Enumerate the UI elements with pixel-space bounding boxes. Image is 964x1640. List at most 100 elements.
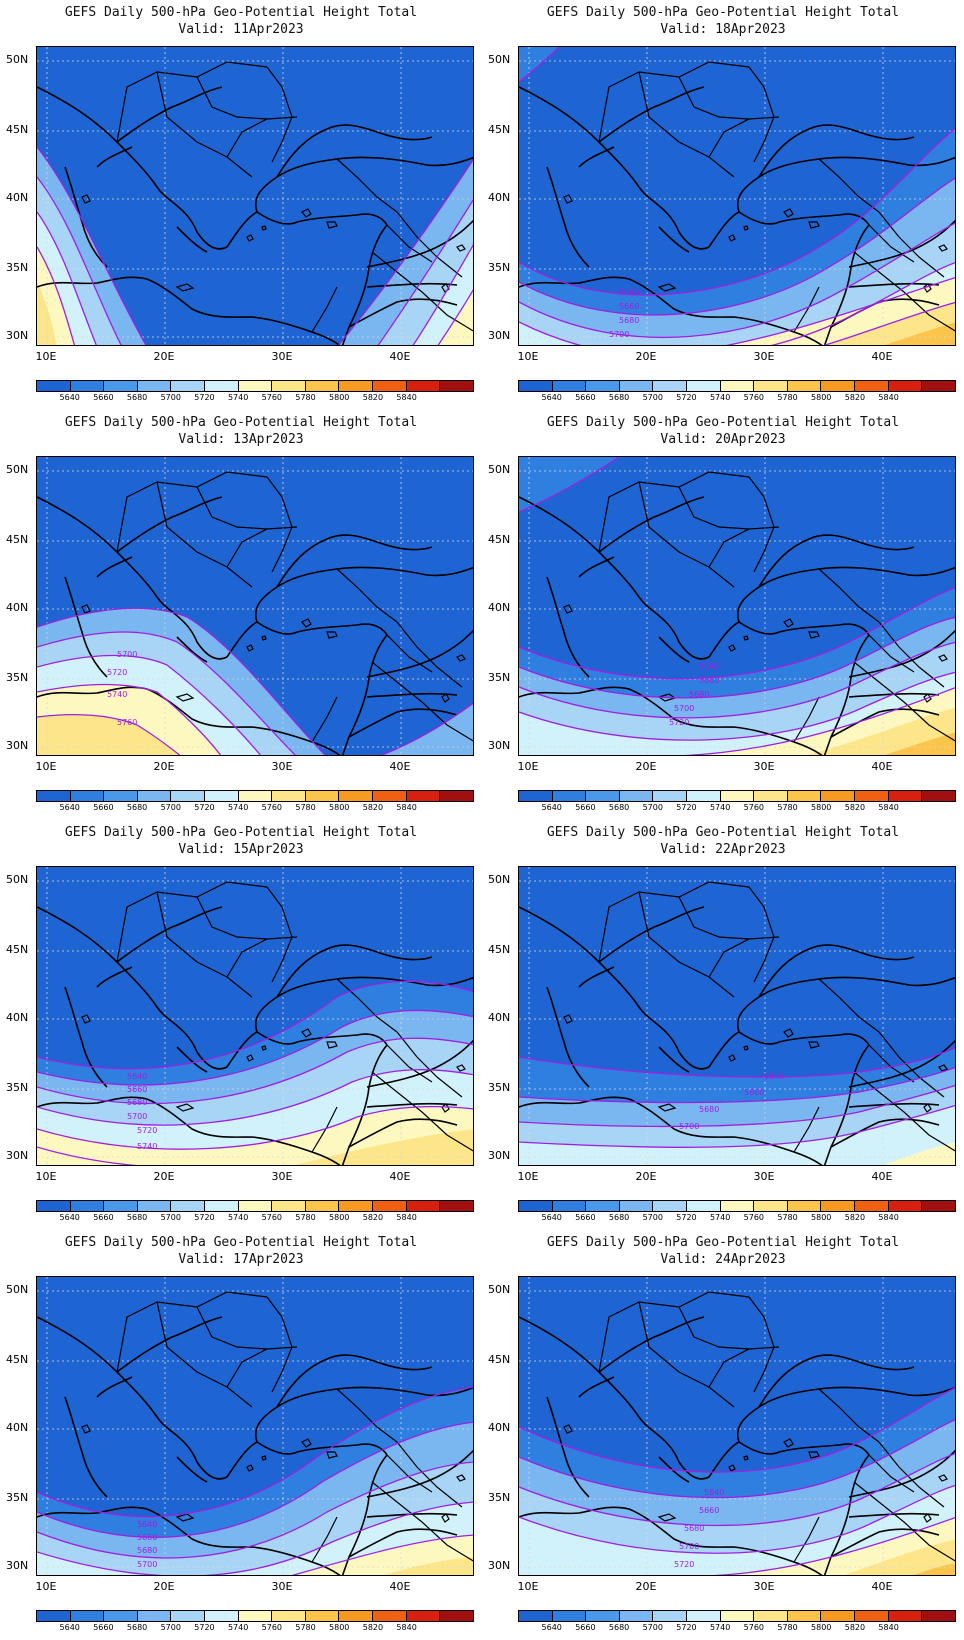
height-contour-line [37, 1105, 473, 1150]
country-border [678, 1306, 750, 1350]
forecast-panel: GEFS Daily 500-hPa Geo-Potential Height … [0, 410, 482, 820]
country-border [708, 526, 780, 568]
longitude-tick-label: 30E [753, 760, 775, 773]
colorbar-swatch [687, 381, 721, 391]
country-border [226, 1346, 298, 1388]
colorbar-label: 5740 [709, 1623, 731, 1632]
colorbar [518, 380, 956, 392]
coastline [848, 1039, 955, 1088]
island-outline [81, 604, 91, 614]
island-outline [301, 1438, 312, 1448]
colorbar-label: 5740 [709, 803, 731, 812]
country-border [598, 61, 750, 143]
coastline [708, 1031, 870, 1068]
colorbar-swatch [70, 791, 105, 801]
height-contour-line [377, 198, 473, 345]
island-outline [456, 244, 466, 252]
colorbar-label: 5780 [295, 803, 316, 812]
island-outline [175, 1513, 195, 1522]
colorbar-label: 5800 [811, 803, 832, 812]
height-contour-line [380, 702, 473, 755]
country-border [371, 251, 473, 332]
country-border [708, 1346, 780, 1388]
latitude-tick-label: 40N [488, 1011, 511, 1024]
colorbar-swatch [205, 791, 239, 801]
colorbar-swatch [653, 1611, 688, 1621]
colorbar-label: 5680 [126, 1623, 148, 1632]
colorbar-swatch [272, 381, 306, 391]
country-border [396, 1031, 463, 1098]
colorbar [518, 790, 956, 802]
colorbar-label: 5720 [194, 393, 215, 402]
contour-value-label: 5680 [684, 1524, 704, 1533]
height-contour-line [519, 127, 955, 296]
longitude-tick-label: 40E [871, 1580, 893, 1593]
height-contour-line [37, 1146, 138, 1165]
coastline [546, 1396, 590, 1498]
colorbar-label: 5840 [878, 1213, 899, 1222]
colorbar-swatch [855, 1611, 889, 1621]
island-outline [456, 654, 466, 662]
coastline [64, 166, 108, 268]
panel-valid-date: Valid: 18Apr2023 [660, 22, 786, 37]
coastline [658, 226, 690, 253]
colorbar-label: 5740 [227, 803, 249, 812]
latitude-tick-label: 40N [488, 1421, 511, 1434]
colorbar-swatch [406, 381, 441, 391]
contour-value-label: 5740 [137, 1142, 157, 1151]
contour-value-label: 5700 [117, 650, 137, 659]
colorbar-swatch [339, 1201, 374, 1211]
colorbar-swatch [855, 381, 889, 391]
colorbar-swatch [305, 381, 340, 391]
panel-valid-date: Valid: 15Apr2023 [178, 842, 304, 857]
island-outline [563, 1014, 573, 1024]
colorbar-label: 5780 [777, 803, 798, 812]
colorbar-label: 5680 [126, 803, 148, 812]
island-outline [743, 225, 749, 231]
island-outline [301, 618, 312, 628]
colorbar-swatch [922, 1201, 955, 1211]
latitude-tick-label: 50N [6, 873, 29, 886]
geopotential-height-map: 5640 5660 5680 5700 5720 [518, 456, 956, 756]
island-outline [923, 1513, 932, 1523]
country-border [853, 1481, 955, 1562]
colorbar-label: 5740 [709, 393, 731, 402]
longitude-tick-label: 40E [871, 350, 893, 363]
colorbar-swatch [552, 1201, 587, 1211]
longitude-tick-label: 30E [753, 1170, 775, 1183]
panel-title: GEFS Daily 500-hPa Geo-Potential Height … [546, 5, 900, 20]
longitude-tick-label: 30E [271, 1580, 293, 1593]
colorbar-swatch [406, 1611, 441, 1621]
height-contour-line [37, 631, 296, 755]
colorbar-swatch [888, 381, 923, 391]
colorbar-swatch [888, 1611, 923, 1621]
colorbar-label: 5700 [160, 393, 181, 402]
latitude-tick-label: 30N [6, 329, 29, 342]
country-border [708, 116, 780, 158]
country-border [336, 568, 398, 623]
colorbar-label: 5760 [743, 1623, 765, 1632]
longitude-tick-label: 40E [389, 1170, 411, 1183]
colorbar-label: 5640 [59, 1213, 80, 1222]
panel-title: GEFS Daily 500-hPa Geo-Potential Height … [64, 825, 418, 840]
colorbar-label: 5840 [878, 803, 899, 812]
colorbar-swatch [373, 1201, 407, 1211]
colorbar-swatch [687, 1201, 721, 1211]
coastline [348, 708, 458, 738]
country-border [196, 1306, 268, 1350]
latitude-tick-label: 40N [6, 1011, 29, 1024]
colorbar-label: 5720 [194, 1623, 215, 1632]
island-outline [441, 283, 450, 293]
island-outline [563, 604, 573, 614]
latitude-tick-label: 30N [488, 739, 511, 752]
colorbar-swatch [855, 1201, 889, 1211]
contour-value-label: 5640 [127, 1072, 147, 1081]
longitude-tick-label: 40E [389, 760, 411, 773]
country-border [868, 224, 915, 263]
latitude-tick-label: 40N [6, 601, 29, 614]
latitude-tick-label: 35N [6, 1491, 29, 1504]
colorbar-swatch [205, 381, 239, 391]
island-outline [261, 225, 267, 231]
colorbar-label: 5820 [362, 393, 384, 402]
colorbar-swatch [70, 381, 105, 391]
